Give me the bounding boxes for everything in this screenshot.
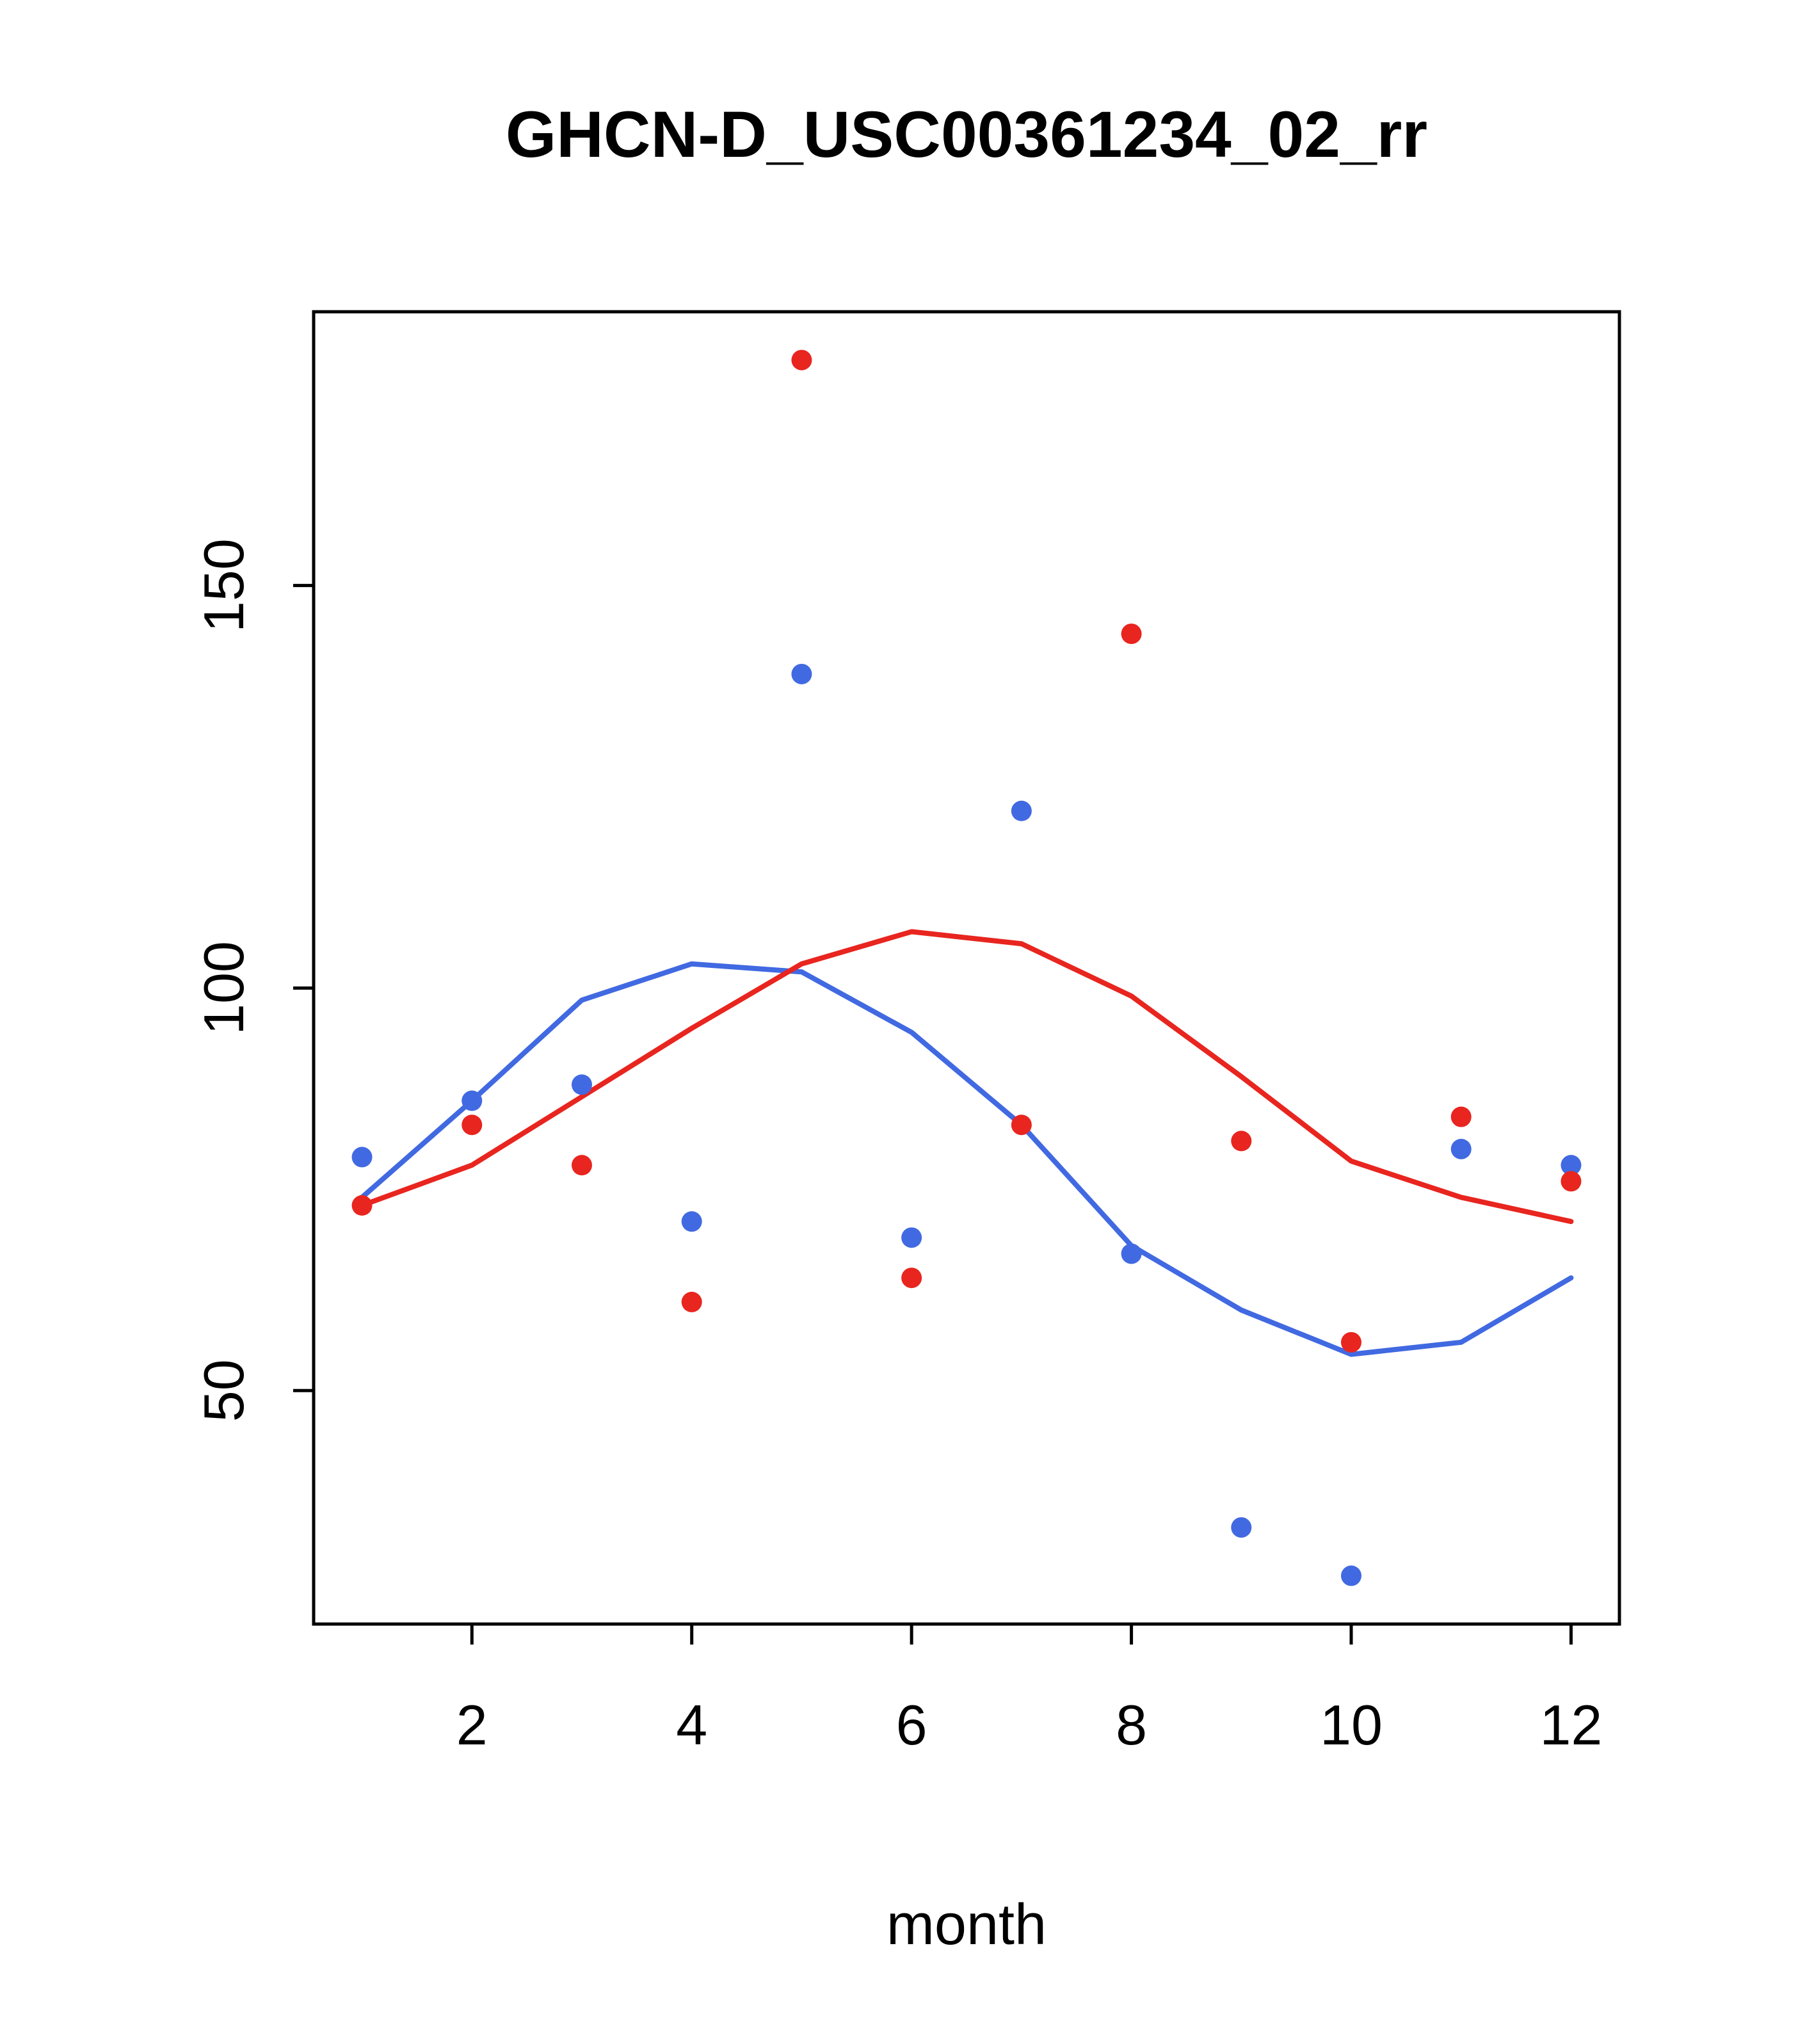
chart-title: GHCN-D_USC00361234_02_rr: [505, 98, 1428, 171]
red-points-dot: [571, 1155, 592, 1176]
red-points-dot: [1341, 1332, 1362, 1353]
red-smooth-line: [359, 929, 1574, 1225]
x-axis-label: month: [886, 1893, 1047, 1957]
blue-points-dot: [1341, 1565, 1362, 1586]
red-points-dot: [462, 1115, 483, 1136]
red-points-dot: [1561, 1171, 1582, 1192]
x-tick-label: 8: [1116, 1693, 1147, 1757]
x-tick-label: 12: [1539, 1693, 1602, 1757]
x-tick-label: 10: [1320, 1693, 1383, 1757]
blue-points-dot: [1450, 1138, 1472, 1159]
x-tick-label: 6: [896, 1693, 927, 1757]
red-points-dot: [1011, 1115, 1032, 1136]
blue-points-dot: [901, 1227, 922, 1248]
red-points-dot: [901, 1267, 922, 1289]
red-points-dot: [1121, 624, 1142, 645]
plot-box: [312, 310, 1621, 1626]
y-tick-label: 100: [192, 941, 255, 1035]
red-points-dot: [1231, 1131, 1252, 1152]
y-tick-label: 150: [192, 538, 255, 632]
x-tick-label: 4: [676, 1693, 707, 1757]
blue-points-dot: [351, 1147, 373, 1168]
blue-points-dot: [1011, 800, 1032, 821]
blue-points-dot: [1231, 1517, 1252, 1538]
blue-points-dot: [1561, 1155, 1582, 1176]
red-points-dot: [1450, 1106, 1472, 1127]
red-points-dot: [681, 1291, 702, 1312]
blue-points-dot: [571, 1074, 592, 1095]
x-tick-label: 2: [456, 1693, 488, 1757]
blue-points-dot: [681, 1211, 702, 1232]
blue-points-dot: [791, 663, 812, 684]
red-points-dot: [351, 1195, 373, 1216]
blue-smooth-line: [359, 961, 1574, 1357]
blue-points-dot: [462, 1090, 483, 1111]
red-points-dot: [791, 350, 812, 371]
y-tick-label: 50: [192, 1359, 255, 1422]
blue-points-dot: [1121, 1243, 1142, 1264]
